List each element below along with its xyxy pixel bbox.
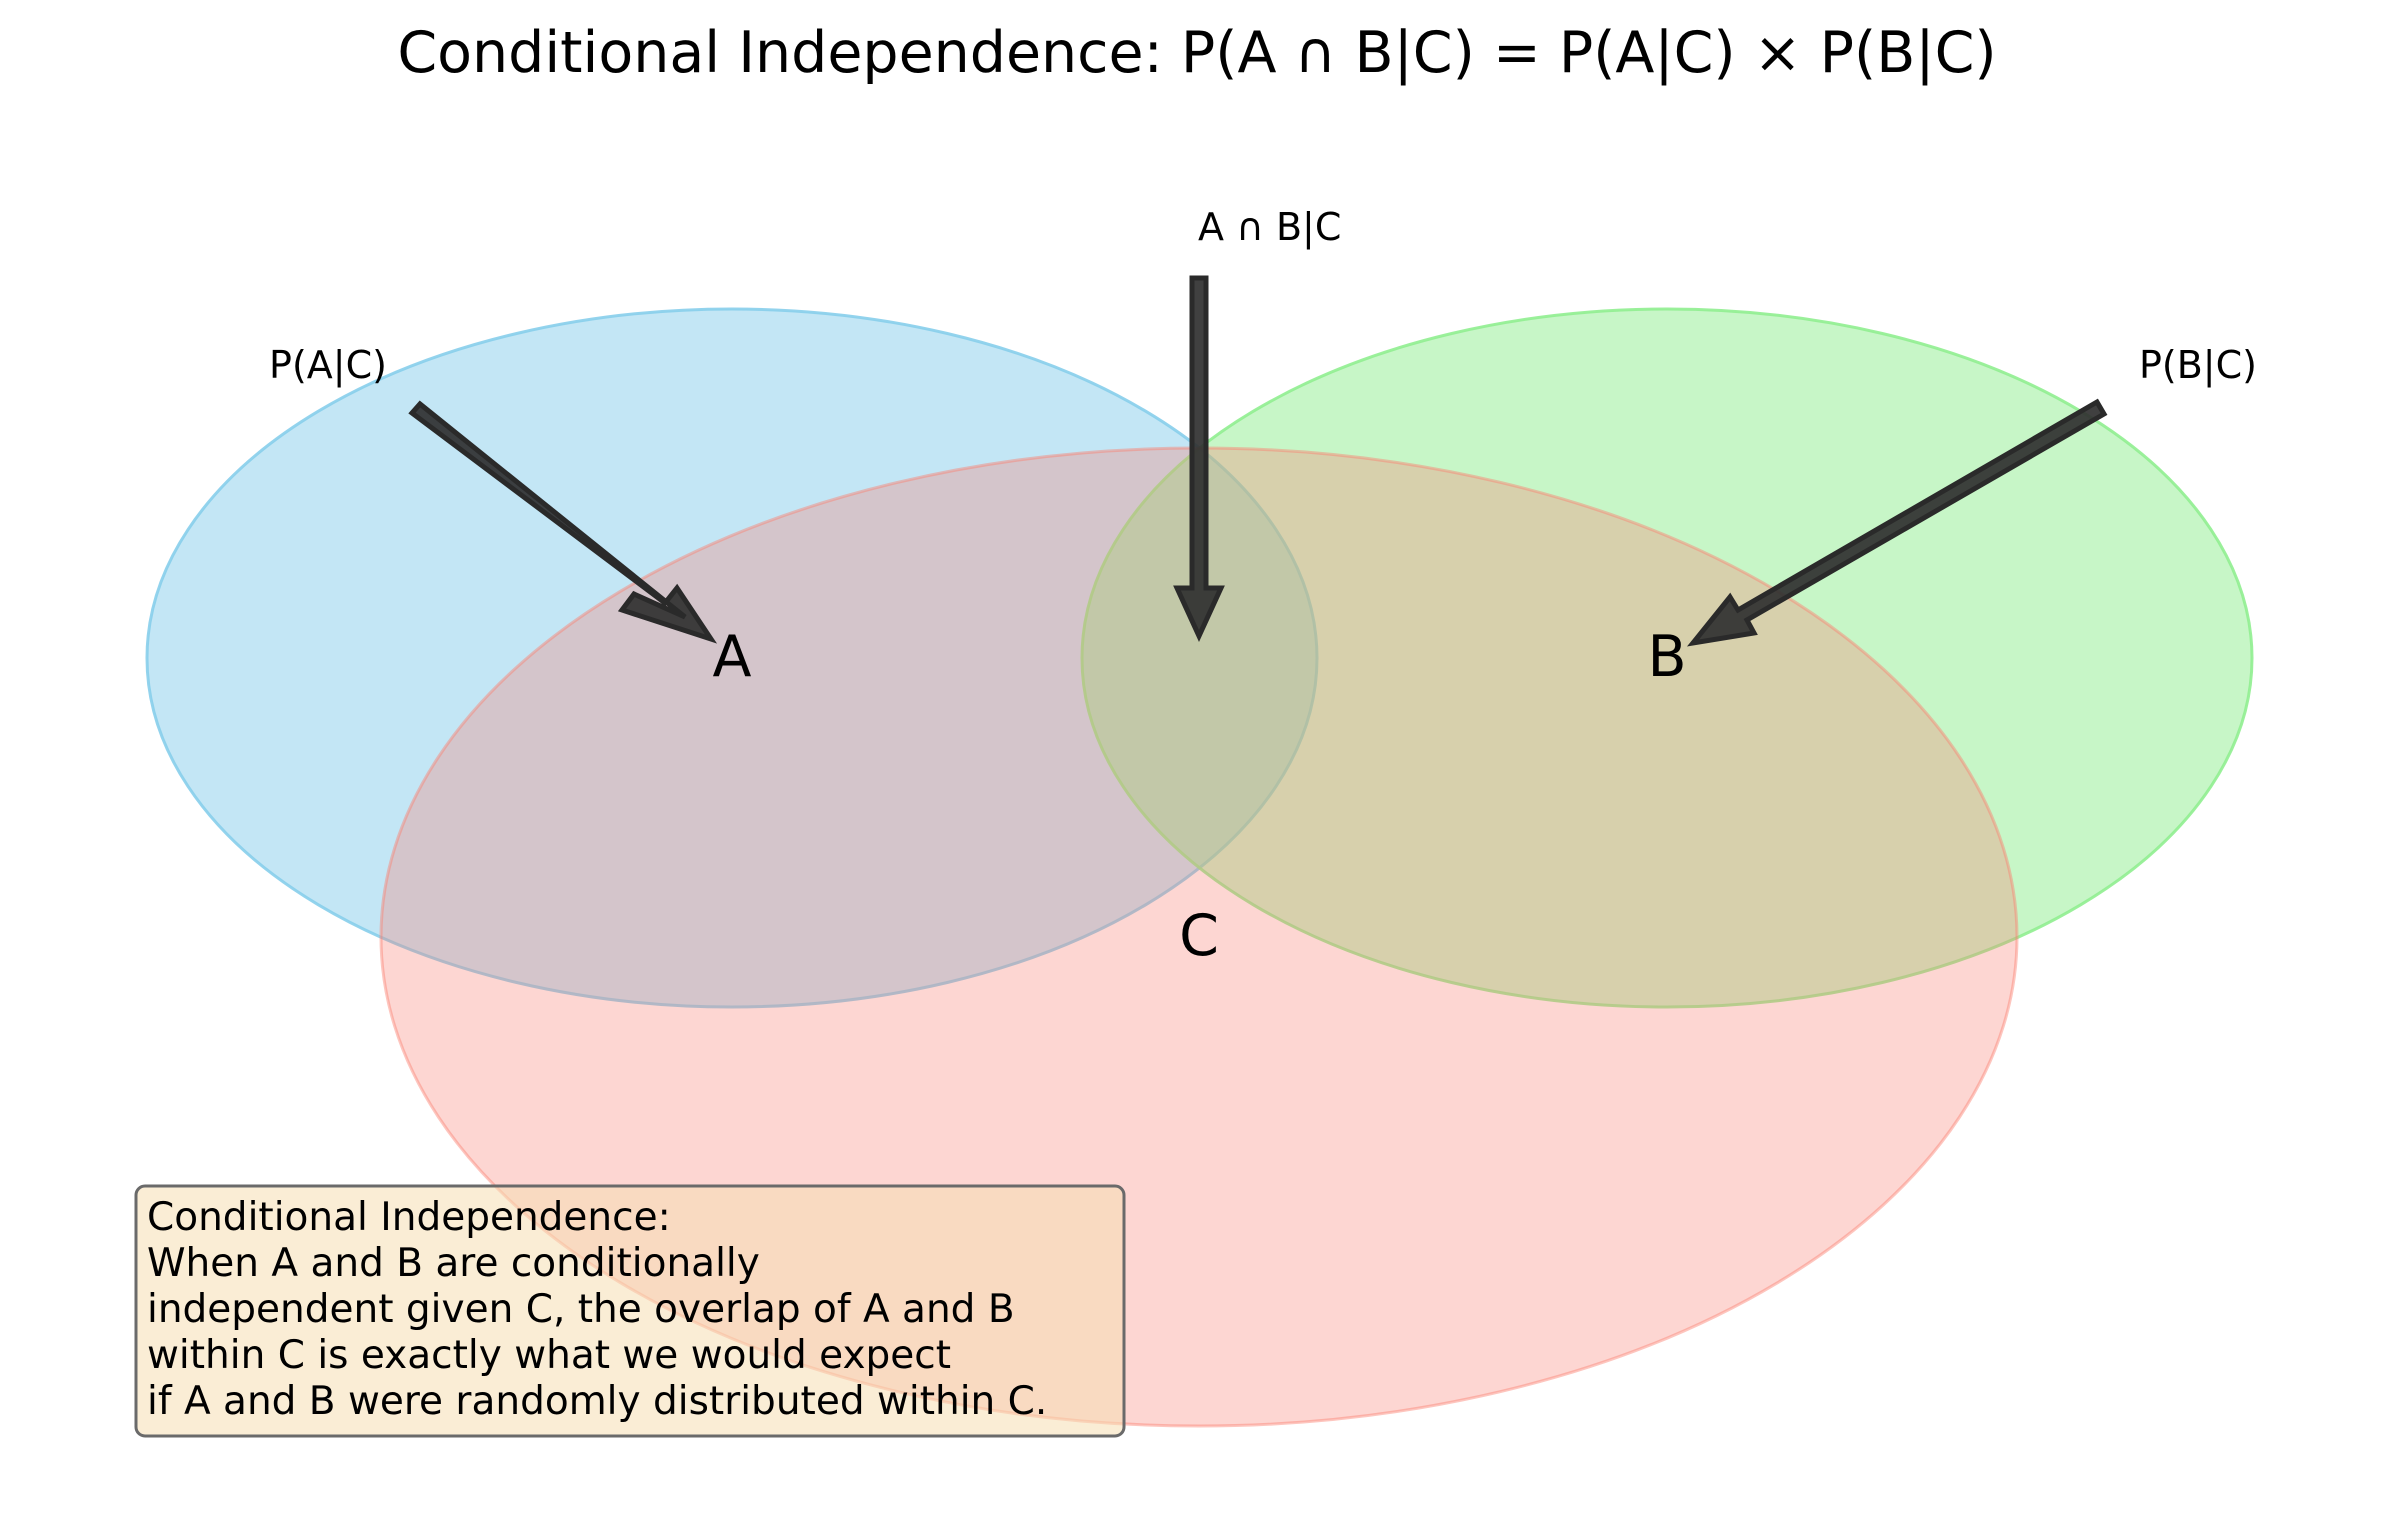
set-a-label: A — [713, 624, 752, 690]
note-box — [134, 1184, 1126, 1438]
p-b-given-c-label: P(B|C) — [2139, 343, 2257, 388]
note-line-4: within C is exactly what we would expect — [147, 1333, 951, 1378]
note-line-1: Conditional Independence: — [147, 1195, 671, 1240]
p-a-given-c-label: P(A|C) — [269, 343, 387, 388]
intersection-label: A ∩ B|C — [1198, 205, 1341, 250]
note-line-2: When A and B are conditionally — [147, 1241, 760, 1286]
arrow-to-b — [1686, 398, 2108, 647]
arrow-to-a — [408, 400, 718, 644]
diagram-title: Conditional Independence: P(A ∩ B|C) = P… — [397, 20, 1996, 86]
set-c-label: C — [1179, 903, 1219, 969]
note-line-3: independent given C, the overlap of A an… — [147, 1287, 1015, 1332]
arrow-to-intersection — [1173, 275, 1225, 643]
set-b-label: B — [1647, 624, 1686, 690]
note-line-5: if A and B were randomly distributed wit… — [147, 1379, 1047, 1424]
